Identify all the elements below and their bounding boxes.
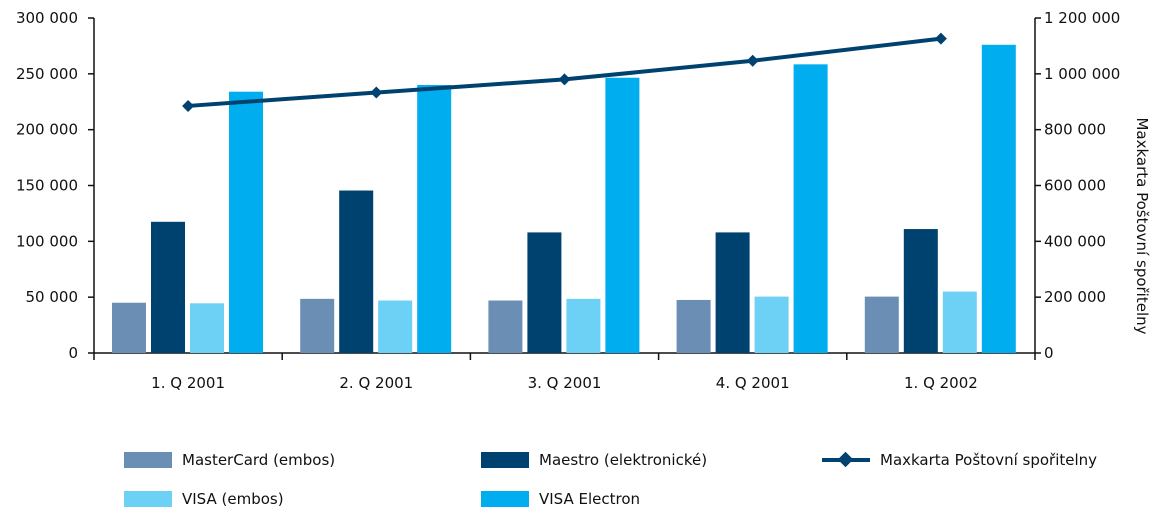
bar [151,221,185,353]
line-point-marker [558,73,571,86]
y-right-tick-label: 800 000 [1044,121,1106,139]
line-point-marker [370,86,383,99]
bar [566,298,601,353]
y-right-tick-label: 200 000 [1044,288,1106,306]
axes: 0 50 000 100 000 150 000 200 000 250 000 300 0… [16,9,1120,392]
x-tick-label: 4. Q 2001 [716,374,790,392]
y-left-tick-label: 250 000 [16,65,78,83]
y-right-tick-label: 0 [1044,344,1054,362]
line-point-marker [746,54,759,67]
x-tick-label: 1. Q 2001 [151,374,225,392]
y-left-tick-label: 300 000 [16,9,78,27]
bar [339,190,374,353]
bar [903,229,938,353]
bar [793,64,828,353]
bar [864,296,899,353]
line-point-marker [182,99,195,112]
x-tick-label: 1. Q 2002 [904,374,978,392]
x-tick-label: 2. Q 2001 [339,374,413,392]
y-right-tick-label: 1 200 000 [1044,9,1120,27]
bar [676,299,711,353]
y-right-axis-label: Maxkarta Poštovní spořitelny [1133,117,1151,334]
bar [605,77,640,353]
x-tick-label: 3. Q 2001 [528,374,602,392]
y-right-tick-label: 600 000 [1044,177,1106,195]
y-left-tick-label: 100 000 [16,232,78,250]
bar [942,291,977,353]
bar [300,298,335,353]
bar [190,303,224,353]
bar [378,300,413,353]
bars [112,44,1016,354]
bar [527,232,562,353]
bar [488,300,523,353]
y-left-tick-label: 200 000 [16,121,78,139]
bar [112,302,146,353]
bar [715,232,750,353]
bar [754,296,789,353]
line-point-marker [934,32,947,45]
bar [417,85,452,353]
y-left-tick-label: 50 000 [26,288,79,306]
bar [981,44,1016,354]
line-series [182,32,947,112]
y-left-tick-label: 0 [68,344,78,362]
y-right-tick-label: 1 000 000 [1044,65,1120,83]
y-left-tick-label: 150 000 [16,177,78,195]
bar [229,91,263,353]
y-right-tick-label: 400 000 [1044,232,1106,250]
series-line-maxkarta [187,36,942,108]
